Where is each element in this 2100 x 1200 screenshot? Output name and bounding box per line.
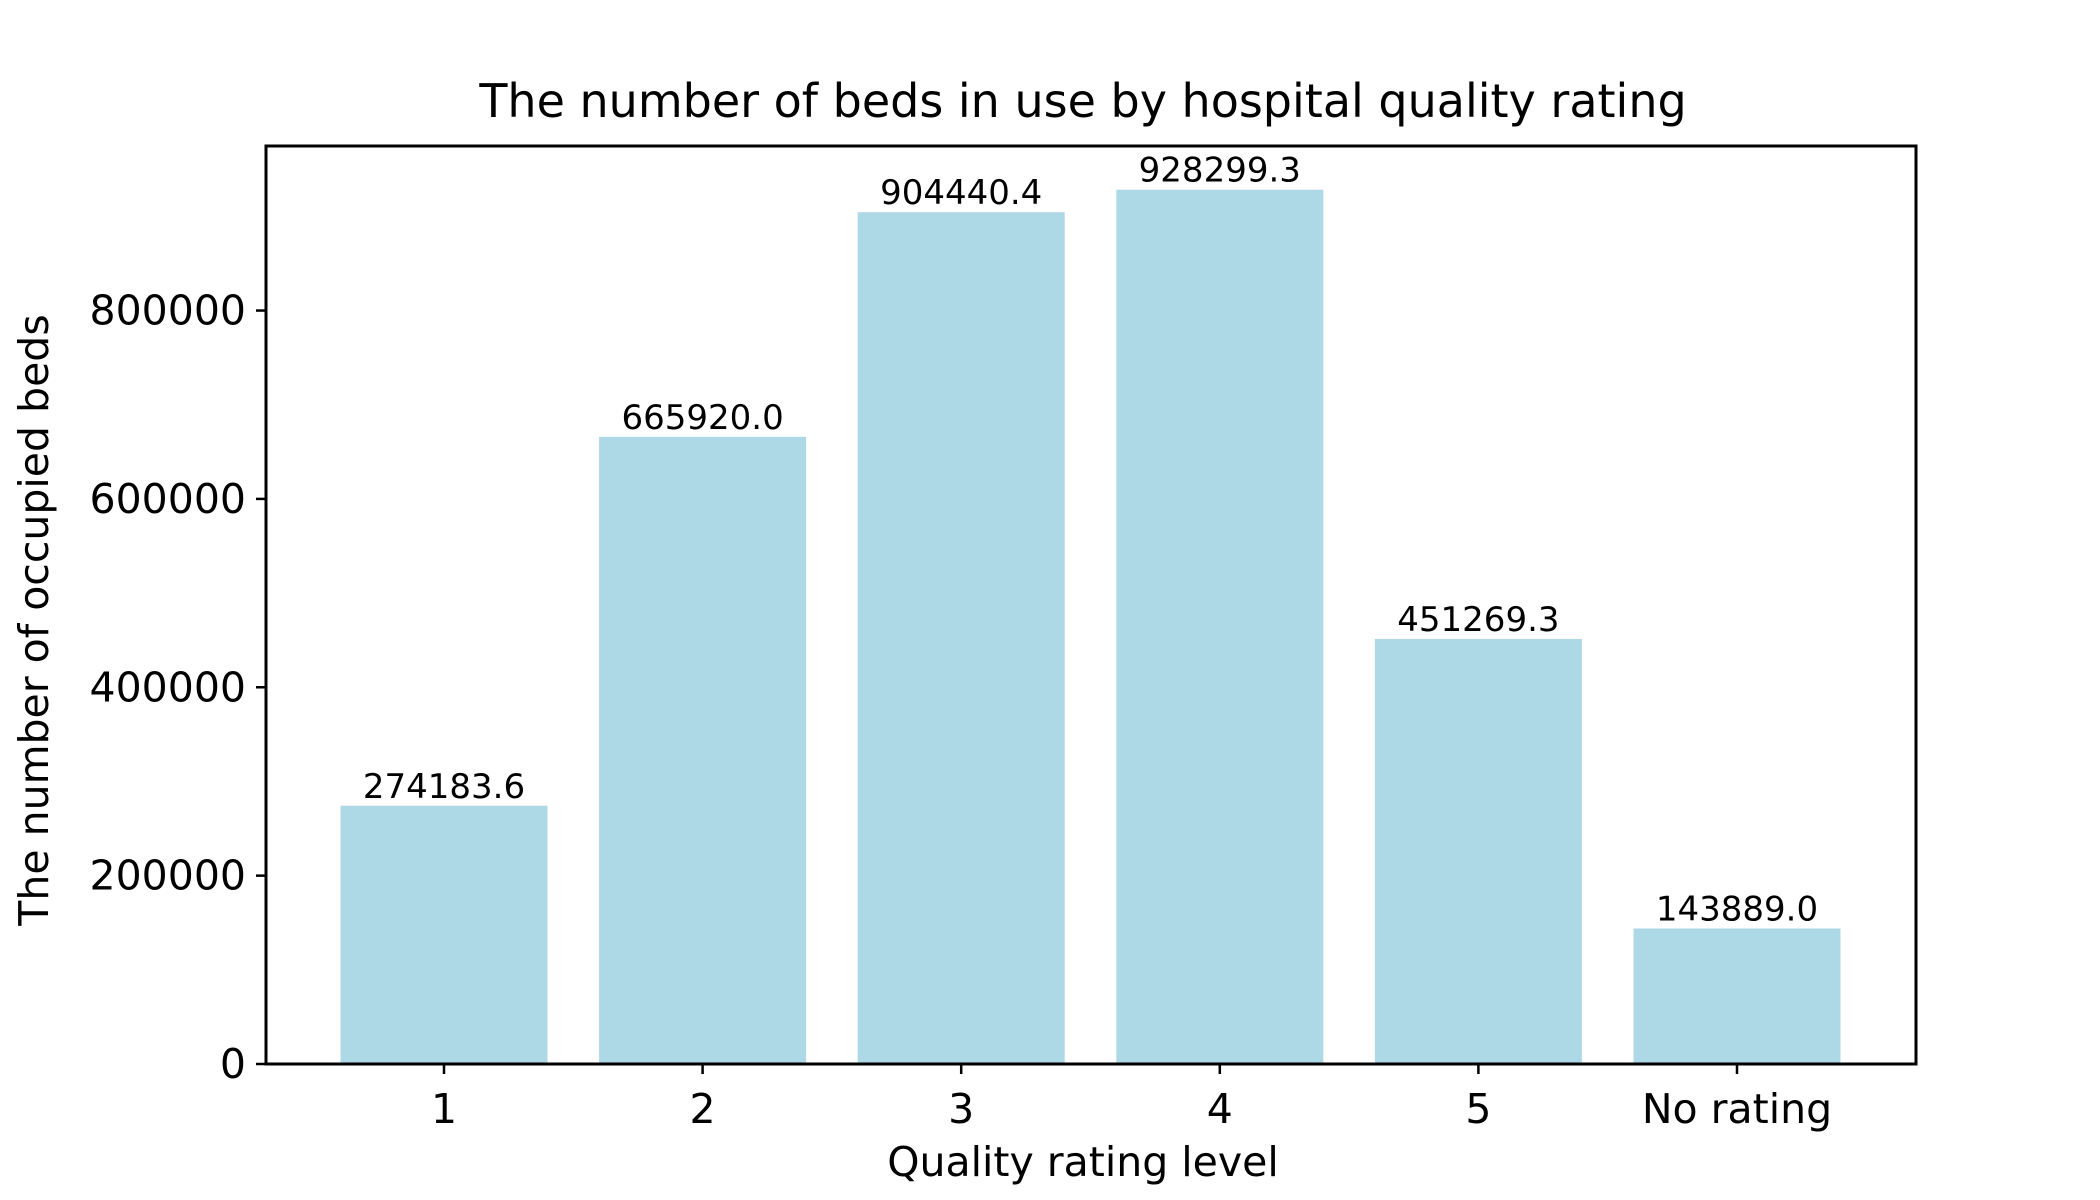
bar <box>1374 638 1582 1064</box>
bar-value-label: 928299.3 <box>1139 151 1301 191</box>
bar-value-label: 143889.0 <box>1656 889 1818 929</box>
y-axis-label: The number of occupied beds <box>10 314 58 926</box>
bar-value-label: 451269.3 <box>1397 600 1559 640</box>
y-tick-label: 800000 <box>89 287 246 335</box>
plot-frame <box>264 144 1918 1066</box>
bar-value-label: 665920.0 <box>621 398 783 438</box>
bar <box>857 212 1065 1065</box>
bars-group: 274183.6 665920.0 904440.4 928299.3 451269.3… <box>340 151 1841 1065</box>
x-tick-label: No rating <box>1642 1085 1832 1133</box>
chart-title: The number of beds in use by hospital qu… <box>478 74 1686 128</box>
y-tick-label: 400000 <box>89 663 246 711</box>
y-tick-label: 200000 <box>89 852 246 900</box>
x-tick-label: 2 <box>690 1085 716 1133</box>
bar-value-label: 274183.6 <box>363 767 525 807</box>
y-tick-label: 0 <box>220 1040 246 1088</box>
x-tick-label: 5 <box>1465 1085 1491 1133</box>
bar <box>1116 189 1324 1065</box>
bar <box>1633 928 1841 1064</box>
y-tick-label: 600000 <box>89 475 246 523</box>
bar <box>599 436 807 1065</box>
x-tick-label: 3 <box>948 1085 974 1133</box>
x-axis: 1 2 3 4 5 No rating <box>431 1064 1832 1133</box>
y-axis: 0 200000 400000 600000 800000 <box>89 287 266 1088</box>
bar <box>340 805 548 1064</box>
x-tick-label: 1 <box>431 1085 457 1133</box>
x-axis-label: Quality rating level <box>887 1138 1279 1186</box>
x-tick-label: 4 <box>1207 1085 1233 1133</box>
bar-value-label: 904440.4 <box>880 173 1042 213</box>
